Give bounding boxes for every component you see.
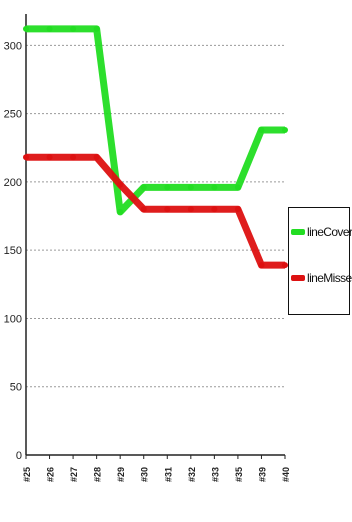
data-point-line-missed-6 <box>164 206 171 213</box>
data-point-line-covered-5 <box>140 184 147 191</box>
x-tick-label-11: #40 <box>281 467 291 482</box>
x-tick-label-2: #27 <box>69 467 79 482</box>
legend-swatch-line-covered <box>291 229 305 235</box>
series-line-line-covered <box>26 25 285 216</box>
x-tick-label-10: #39 <box>257 467 267 482</box>
data-point-line-missed-11 <box>282 262 288 269</box>
y-tick-label-300: 300 <box>4 40 22 52</box>
legend-label-line-covered: lineCovered <box>307 225 352 239</box>
grid-lines <box>26 44 285 388</box>
data-point-line-missed-7 <box>187 206 194 213</box>
data-point-line-missed-4 <box>117 181 124 188</box>
x-tick-label-5: #30 <box>140 467 150 482</box>
data-point-line-covered-6 <box>164 184 171 191</box>
x-tick-label-0: #25 <box>22 467 32 482</box>
data-point-line-covered-9 <box>234 184 241 191</box>
data-point-line-missed-5 <box>140 206 147 213</box>
x-tick-label-3: #28 <box>93 467 103 482</box>
data-point-line-covered-4 <box>117 208 124 215</box>
x-tick-label-6: #31 <box>163 467 173 482</box>
data-point-line-covered-2 <box>70 25 77 32</box>
legend-label-line-missed: lineMissed <box>307 271 352 285</box>
x-tick-label-4: #29 <box>116 467 126 482</box>
x-tick-labels: #25 #26 #27 #28 #29 #30 #31 #32 #33 #35 #39 #40 <box>22 467 291 482</box>
data-point-line-missed-1 <box>46 154 53 161</box>
data-point-line-covered-0 <box>23 25 29 32</box>
data-point-line-missed-9 <box>234 206 241 213</box>
data-point-line-missed-3 <box>93 154 100 161</box>
data-point-line-missed-8 <box>211 206 218 213</box>
data-point-line-covered-1 <box>46 25 53 32</box>
data-point-line-covered-8 <box>211 184 218 191</box>
legend-swatch-line-missed <box>291 275 305 281</box>
x-tick-label-9: #35 <box>234 467 244 482</box>
y-tick-labels: 0 50 100 150 200 250 300 <box>4 40 22 462</box>
axes <box>25 14 286 459</box>
x-tick-label-8: #33 <box>210 467 220 482</box>
x-tick-label-7: #32 <box>187 467 197 482</box>
data-point-line-missed-0 <box>23 154 29 161</box>
data-point-line-missed-10 <box>258 262 265 269</box>
data-point-line-covered-7 <box>187 184 194 191</box>
legend-item-line-missed: lineMissed <box>291 270 352 288</box>
legend: lineCovered lineMissed <box>288 207 352 315</box>
data-point-line-missed-2 <box>70 154 77 161</box>
data-point-line-covered-10 <box>258 126 265 133</box>
y-tick-label-0: 0 <box>16 450 22 462</box>
series-line-line-missed <box>26 153 285 269</box>
x-tick-label-1: #26 <box>46 467 56 482</box>
y-tick-label-100: 100 <box>4 313 22 325</box>
y-tick-label-200: 200 <box>4 177 22 189</box>
series-lines <box>23 25 288 269</box>
y-tick-label-150: 150 <box>4 245 22 257</box>
y-tick-label-250: 250 <box>4 109 22 121</box>
y-tick-label-50: 50 <box>10 382 22 394</box>
data-point-line-covered-11 <box>282 126 288 133</box>
legend-item-line-covered: lineCovered <box>291 224 352 242</box>
data-point-line-covered-3 <box>93 25 100 32</box>
